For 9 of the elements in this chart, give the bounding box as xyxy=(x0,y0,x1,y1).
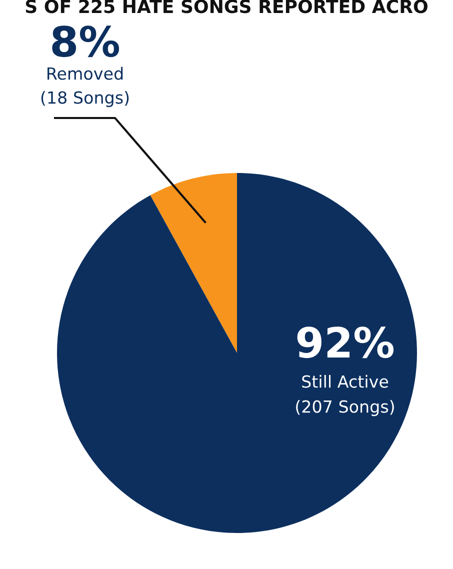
text: (207 Songs) xyxy=(296,400,394,416)
slice-label: Removed xyxy=(48,66,123,80)
text: (18 Songs) xyxy=(41,90,129,108)
slice-label: Still Active xyxy=(302,374,388,388)
data-label: 8% xyxy=(52,26,120,58)
pie-slice xyxy=(57,173,417,533)
pie-slice xyxy=(150,173,237,353)
chart-title: S OF 225 HATE SONGS REPORTED ACRO xyxy=(26,0,428,14)
data-label: 92% xyxy=(297,326,394,358)
